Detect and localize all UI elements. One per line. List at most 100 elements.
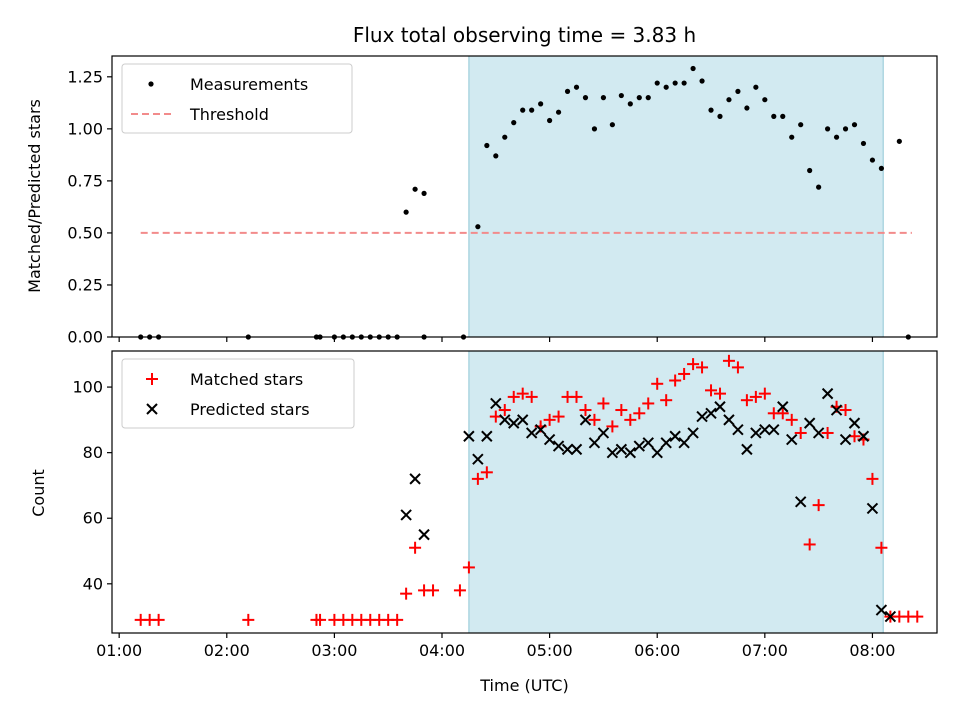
predicted-star-point (651, 446, 663, 459)
matched-star-point (489, 410, 502, 423)
matched-star-point (152, 613, 165, 626)
y-tick-label: 100 (72, 378, 103, 397)
measurement-point (824, 126, 831, 132)
measurement-point (816, 184, 822, 190)
measurement-point (735, 88, 741, 94)
predicted-star-point (409, 473, 421, 485)
bottom-x-axis-label: Time (UTC) (479, 676, 568, 695)
y-tick-label: 80 (83, 443, 103, 462)
measurement-point (609, 122, 615, 128)
y-tick-label: 0.25 (67, 275, 103, 294)
matched-star-point (471, 472, 484, 485)
matched-star-point (803, 538, 816, 551)
predicted-star-point (624, 446, 637, 459)
matched-star-point (453, 584, 466, 597)
measurement-point (753, 84, 759, 90)
matched-star-point (848, 430, 861, 443)
predicted-star-point (588, 437, 601, 449)
predicted-star-point (741, 443, 753, 456)
predicted-star-point (732, 423, 744, 436)
measurement-point (860, 140, 867, 147)
matched-star-point (633, 407, 646, 420)
predicted-star-point (400, 509, 412, 521)
matched-star-point (400, 587, 413, 600)
matched-star-point (516, 387, 529, 400)
top-y-axis-label: Matched/Predicted stars (25, 99, 44, 293)
top-y-ticks: 0.00 0.25 0.50 0.75 1.00 1.25 (67, 67, 112, 347)
bottom-legend: Matched stars Predicted stars (121, 358, 355, 429)
legend-matched-label: Matched stars (190, 370, 303, 389)
matched-star-point (812, 499, 825, 512)
matched-star-point (570, 390, 583, 403)
predicted-star-point (866, 502, 879, 515)
matched-star-point (687, 358, 700, 371)
top-legend-box (121, 63, 353, 134)
predicted-star-point (633, 440, 645, 452)
predicted-star-point (660, 437, 672, 449)
matched-star-point (597, 397, 610, 410)
measurement-point (896, 138, 902, 144)
matched-star-point (525, 390, 538, 403)
matched-star-point (740, 394, 753, 407)
matched-star-point (391, 613, 404, 626)
predicted-star-point (615, 443, 628, 456)
predicted-star-point (768, 423, 780, 436)
matched-star-point (669, 374, 682, 387)
matched-star-point (543, 413, 556, 426)
measurement-point (726, 97, 732, 103)
measurement-point (851, 122, 858, 128)
matched-star-point (839, 404, 852, 417)
legend-threshold-label: Threshold (189, 105, 269, 124)
measurement-point (636, 95, 642, 101)
y-tick-label: 0.75 (67, 171, 103, 190)
matched-star-point (660, 394, 673, 407)
matched-star-point (507, 390, 520, 403)
matched-star-point (498, 404, 511, 417)
measurement-point (421, 190, 427, 196)
matched-star-point (875, 541, 888, 554)
x-tick-label: 03:00 (311, 641, 357, 660)
measurement-point (762, 97, 768, 103)
measurement-point (663, 84, 669, 90)
measurement-point (699, 78, 705, 84)
measurement-point (555, 109, 562, 115)
measurement-point (672, 80, 678, 86)
measurement-point (511, 120, 517, 126)
measurement-point (744, 105, 750, 111)
bottom-legend-box (121, 358, 355, 429)
bottom-x-ticks: 01:00 02:00 03:00 04:00 05:00 06:00 07:00 08:00 (96, 633, 895, 660)
measurement-point (645, 95, 651, 101)
matched-star-point (776, 407, 789, 420)
matched-star-point (713, 387, 726, 400)
measurement-point (654, 80, 660, 86)
predicted-star-point (463, 430, 475, 442)
measurement-point (708, 107, 714, 113)
measurement-point (618, 92, 624, 99)
y-tick-label: 40 (83, 574, 103, 593)
matched-star-point (409, 541, 422, 554)
legend-predicted-marker (146, 403, 158, 415)
matched-star-point (794, 426, 807, 439)
predicted-star-point (821, 387, 834, 400)
x-tick-label: 04:00 (419, 641, 465, 660)
top-chart-title: Flux total observing time = 3.83 h (353, 23, 696, 47)
measurement-point (538, 101, 544, 107)
matched-star-point (462, 561, 475, 574)
measurement-point (878, 165, 885, 171)
measurement-point (789, 134, 795, 140)
legend-matched-marker (146, 373, 158, 385)
predicted-star-point (777, 401, 789, 413)
matched-star-point (785, 413, 798, 426)
measurement-point (780, 113, 786, 119)
bottom-y-axis-label: Count (29, 469, 48, 517)
matched-star-point (678, 367, 691, 380)
measurement-point (591, 126, 598, 132)
measurement-point (529, 107, 535, 113)
y-tick-label: 0.00 (67, 328, 103, 347)
matched-star-point (480, 466, 493, 479)
predicted-star-point (696, 410, 708, 423)
matched-star-point (624, 413, 637, 426)
predicted-star-point (579, 414, 592, 426)
predicted-star-point (418, 528, 430, 541)
matched-star-point (606, 420, 619, 433)
